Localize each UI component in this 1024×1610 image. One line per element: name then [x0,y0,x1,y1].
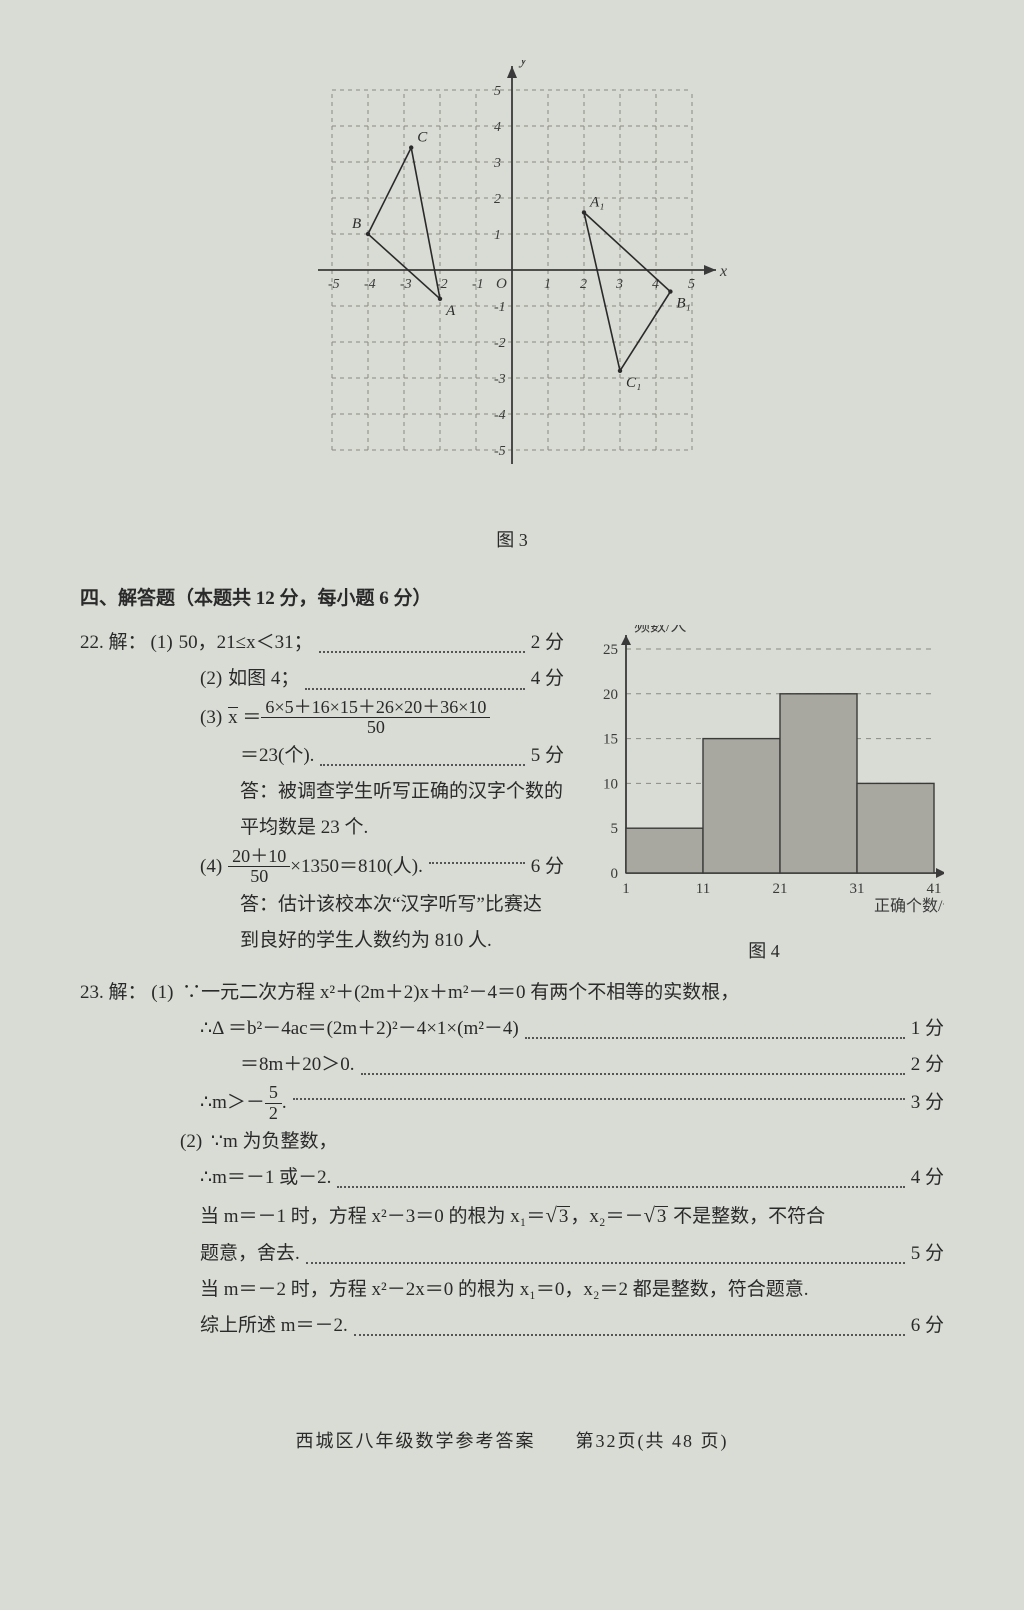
svg-text:10: 10 [603,777,618,793]
section-4-heading: 四、解答题（本题共 12 分，每小题 6 分） [80,581,944,617]
figure-3-svg: -5-4-3-2-112345-5-4-3-2-112345OxyABCA₁B₁… [282,60,742,500]
svg-text:-5: -5 [328,277,340,292]
q23-1-line4-tail: . [282,1085,287,1121]
svg-text:O: O [496,276,507,292]
q23-number: 23. 解： [80,982,147,1003]
q23-1-line2: ∴Δ ＝b²－4ac＝(2m＋2)²－4×1×(m²－4) [200,1011,519,1047]
q22-3-answer-line2: 平均数是 23 个. [80,810,564,846]
svg-text:C₁: C₁ [626,375,641,391]
q23-2-line2: ∴m＝－1 或－2. [200,1160,331,1196]
q23-2-line4-score: 5 分 [911,1236,944,1272]
q22-1-label: (1) [151,625,173,661]
q23-2-line5: 当 m＝－2 时，方程 x²－2x＝0 的根为 x₁＝0，x₂＝2 都是整数，符… [80,1272,944,1308]
q23-2-line3: 当 m＝－1 时，方程 x²－3＝0 的根为 x₁＝√3，x₂＝－√3 不是整数… [80,1196,944,1236]
svg-text:正确个数/个: 正确个数/个 [874,897,944,915]
svg-text:20: 20 [603,687,618,703]
q22-4-answer-line1: 答：估计该校本次“汉字听写”比赛达 [80,887,564,923]
figure-4-svg: 5101520250111213141频数/人正确个数/个 [584,625,944,915]
q22-3-answer-line1: 答：被调查学生听写正确的汉字个数的 [80,774,564,810]
q22-3-result: ＝23(个). [240,738,314,774]
svg-text:31: 31 [850,881,865,897]
q23-1-line4-a: ∴m＞－ [200,1085,265,1121]
q23-1-line3-score: 2 分 [911,1047,944,1083]
svg-text:频数/人: 频数/人 [634,625,686,635]
svg-text:5: 5 [611,822,619,838]
q23-2-line2-score: 4 分 [911,1160,944,1196]
page-footer: 西城区八年级数学参考答案 第32页(共 48 页) [80,1424,944,1458]
q23-1-line4-score: 3 分 [911,1085,944,1121]
q22-1-score: 2 分 [531,625,564,661]
q22-4-label: (4) [200,849,222,885]
q22-3-label: (3) [200,700,222,736]
svg-text:15: 15 [603,732,618,748]
svg-text:-1: -1 [472,277,484,292]
svg-text:B: B [352,216,361,232]
svg-text:-4: -4 [494,408,506,423]
q22-3-score: 5 分 [531,738,564,774]
svg-text:0: 0 [611,866,619,882]
svg-text:-4: -4 [364,277,376,292]
q22-3-fraction: 6×5＋16×15＋26×20＋36×10 50 [261,698,490,739]
question-22-block: 22. 解： (1) 50，21≤x＜31； 2 分 (2) 如图 4； 4 分… [80,625,564,959]
svg-text:x: x [719,263,727,280]
svg-text:-1: -1 [494,300,506,315]
svg-text:A₁: A₁ [589,194,604,210]
svg-text:1: 1 [544,277,551,292]
q23-1-line3: ＝8m＋20＞0. [240,1047,355,1083]
svg-text:5: 5 [688,277,695,292]
q23-1-line4-frac: 5 2 [265,1083,282,1124]
q22-number: 22. 解： [80,625,147,661]
svg-text:A: A [445,303,456,319]
q22-1-text: 50，21≤x＜31； [179,625,313,661]
q23-1-line2-score: 1 分 [911,1011,944,1047]
svg-text:25: 25 [603,642,618,658]
q22-4-fraction: 20＋10 50 [228,847,290,888]
q23-2-line6: 综上所述 m＝－2. [200,1308,348,1344]
figure-4-histogram: 5101520250111213141频数/人正确个数/个 图 4 [584,625,944,968]
q23-2-line4: 题意，舍去. [200,1236,300,1272]
q22-2-label: (2) [200,661,222,697]
svg-text:5: 5 [494,84,501,99]
q22-2-score: 4 分 [531,661,564,697]
svg-text:y: y [518,60,528,68]
svg-text:21: 21 [773,881,788,897]
figure-4-caption: 图 4 [584,934,944,968]
svg-text:3: 3 [615,277,623,292]
figure-3-coordinate-plot: -5-4-3-2-112345-5-4-3-2-112345OxyABCA₁B₁… [80,60,944,513]
svg-text:-2: -2 [494,336,506,351]
svg-text:B₁: B₁ [676,296,690,312]
q23-2-line1: ∵m 为负整数， [211,1131,338,1152]
q23-1-label: (1) [151,982,173,1003]
svg-text:2: 2 [580,277,587,292]
svg-text:-3: -3 [400,277,412,292]
q22-4-score: 6 分 [531,849,564,885]
svg-text:-5: -5 [494,444,506,459]
q23-2-line6-score: 6 分 [911,1308,944,1344]
svg-text:-3: -3 [494,372,506,387]
svg-text:3: 3 [493,156,501,171]
svg-text:1: 1 [494,228,501,243]
q22-4-tail: ×1350＝810(人). [290,849,423,885]
q22-4-answer-line2: 到良好的学生人数约为 810 人. [80,923,564,959]
svg-text:41: 41 [927,881,942,897]
q23-2-label: (2) [180,1131,202,1152]
q23-1-line1: ∵一元二次方程 x²＋(2m＋2)x＋m²－4＝0 有两个不相等的实数根， [182,982,739,1003]
svg-text:1: 1 [622,881,630,897]
question-23-block: 23. 解： (1) ∵一元二次方程 x²＋(2m＋2)x＋m²－4＝0 有两个… [80,975,944,1344]
q22-3-xbar: x ＝ [228,700,261,736]
svg-text:4: 4 [494,120,501,135]
svg-text:11: 11 [696,881,710,897]
svg-text:C: C [417,130,428,146]
q22-2-text: 如图 4； [228,661,299,697]
figure-3-caption: 图 3 [80,523,944,557]
svg-text:2: 2 [494,192,501,207]
